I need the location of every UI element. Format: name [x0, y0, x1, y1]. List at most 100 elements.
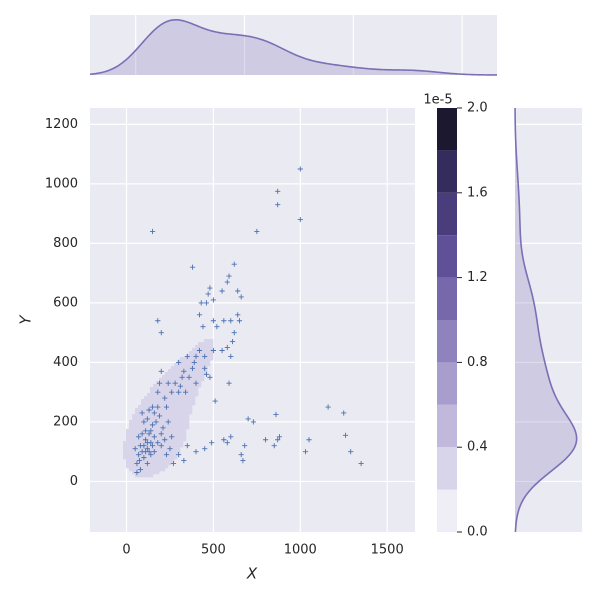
kde-cell [195, 366, 199, 370]
kde-cell [177, 414, 181, 418]
scatter-point [139, 431, 145, 437]
x-marginal-kde [89, 18, 498, 76]
scatter-point [158, 368, 164, 374]
kde-cell [174, 426, 178, 430]
kde-cell [177, 423, 181, 427]
scatter-point [219, 288, 225, 294]
kde-cell [135, 423, 139, 427]
kde-cell [186, 411, 190, 415]
scatter-point [224, 344, 230, 351]
kde-cell [192, 357, 196, 361]
kde-cell [189, 396, 193, 400]
kde-cell [144, 396, 148, 400]
kde-cell [180, 429, 184, 433]
kde-cell [165, 396, 169, 400]
kde-cell [174, 381, 178, 385]
kde-cell [168, 393, 172, 397]
kde-cell [183, 366, 187, 370]
x-tick-label: 1000 [284, 543, 317, 558]
kde-cell [201, 342, 205, 346]
kde-cell [156, 447, 160, 451]
kde-cell [162, 414, 166, 418]
kde-cell [153, 447, 157, 451]
kde-cell [177, 417, 181, 421]
colorbar-band [437, 404, 457, 448]
scatter-point [151, 410, 157, 416]
kde-cell [186, 366, 190, 370]
kde-cell [192, 351, 196, 355]
kde-cell [141, 414, 145, 418]
kde-cell [129, 423, 133, 427]
kde-cell [162, 447, 166, 451]
kde-cell [183, 399, 187, 403]
kde-cell [147, 468, 151, 472]
scatter-point [224, 279, 230, 285]
scatter-point [196, 347, 203, 354]
kde-cell [150, 417, 154, 421]
kde-cell [147, 456, 151, 460]
kde-cell [141, 441, 145, 445]
kde-cell [123, 453, 127, 457]
kde-cell [183, 375, 187, 379]
kde-cell [174, 423, 178, 427]
kde-cell [147, 465, 151, 469]
kde-cell [138, 417, 142, 421]
scatter-point [196, 312, 203, 318]
kde-cell [171, 450, 175, 454]
scatter-point [273, 411, 279, 418]
kde-cell [174, 363, 178, 367]
kde-cell [144, 423, 148, 427]
kde-cell [156, 471, 160, 475]
kde-cell [189, 375, 193, 379]
kde-cell [132, 438, 136, 442]
kde-cell [162, 423, 166, 427]
colorbar-band [437, 447, 457, 490]
colorbar-tick-label: 0.4 [467, 440, 488, 455]
colorbar-tick-label: 0.0 [467, 525, 488, 540]
scatter-point [155, 404, 161, 410]
kde-cell [135, 456, 139, 460]
kde-cell [135, 438, 139, 442]
kde-cell [147, 420, 151, 424]
kde-cell [153, 408, 157, 412]
kde-cell [177, 366, 181, 370]
kde-cell [177, 420, 181, 424]
kde-cell [207, 357, 211, 361]
kde-cell [147, 402, 151, 406]
kde-cell [210, 357, 214, 361]
kde-cell [201, 348, 205, 352]
kde-cell [183, 414, 187, 418]
kde-cell [141, 462, 145, 466]
kde-cell [201, 363, 205, 367]
scatter-point [176, 452, 182, 458]
scatter-point [184, 443, 190, 449]
scatter-point [182, 389, 189, 395]
kde-cell [198, 381, 202, 385]
kde-cell [144, 414, 148, 418]
kde-cell [180, 369, 184, 373]
scatter-point [210, 318, 216, 324]
scatter-point [275, 437, 281, 443]
kde-cell [195, 354, 199, 358]
scatter-point [134, 469, 140, 476]
kde-cell [153, 453, 157, 457]
kde-cell [150, 387, 154, 391]
scatter-point [155, 440, 161, 446]
kde-cell [129, 462, 133, 466]
kde-cell [174, 411, 178, 415]
scatter-point [136, 457, 143, 464]
kde-cell [177, 441, 181, 445]
kde-cell [168, 441, 172, 445]
scatter-point [189, 365, 196, 371]
kde-cell [153, 471, 157, 475]
kde-cell [153, 387, 157, 391]
kde-cell [186, 426, 190, 430]
kde-cell [168, 369, 172, 373]
scatter-point [177, 383, 183, 389]
right-marginal-axes [515, 108, 582, 532]
kde-cell [165, 456, 169, 460]
kde-cell [159, 459, 163, 463]
kde-cell [180, 408, 184, 412]
kde-cell [162, 453, 166, 457]
